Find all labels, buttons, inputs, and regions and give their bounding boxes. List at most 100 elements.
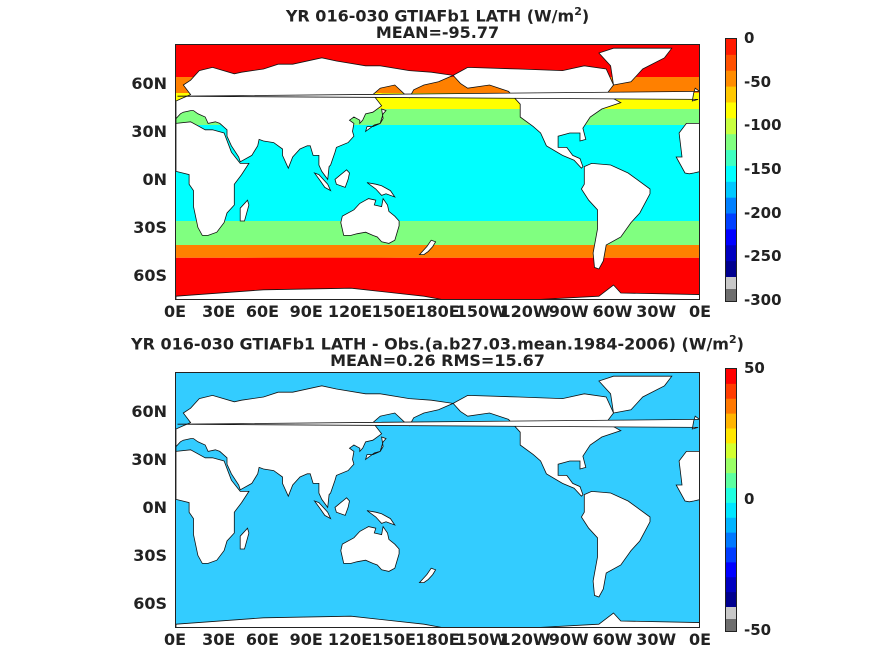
colorbar-missing-dark (726, 619, 736, 631)
south-america-landmass (580, 490, 651, 598)
x-tick-label: 30E (202, 302, 236, 321)
x-tick-label: 60E (245, 302, 280, 321)
lat-band (176, 245, 699, 258)
africa-landmass (675, 451, 699, 503)
new-guinea-landmass (366, 510, 396, 526)
panel2-map (175, 372, 700, 628)
colorbar-segment (726, 473, 736, 489)
x-tick-label: 120W (499, 630, 551, 649)
borneo-landmass (334, 497, 350, 516)
colorbar-missing-light (726, 607, 736, 619)
y-tick-label: 60N (131, 402, 167, 421)
new-guinea-landmass (366, 182, 396, 198)
x-tick-label: 0E (688, 302, 712, 321)
new-zealand-landmass (418, 567, 437, 584)
land-mask (176, 375, 699, 627)
panel1-title: YR 016-030 GTIAFb1 LATH (W/m2) (285, 5, 590, 26)
colorbar-segment (726, 245, 736, 262)
colorbar-segment (726, 70, 736, 88)
colorbar-svg (726, 369, 736, 631)
south-america-landmass (580, 162, 651, 270)
panel1-colorbar (725, 38, 737, 302)
colorbar-segment (726, 488, 736, 504)
africa-east-landmass (176, 121, 250, 236)
colorbar-segment (726, 413, 736, 429)
colorbar-tick-label: -50 (744, 72, 772, 91)
y-tick-label: 30N (131, 450, 167, 469)
britain-landmass (177, 415, 699, 430)
colorbar-segment (726, 86, 736, 103)
x-tick-label: 90E (289, 302, 323, 321)
colorbar-segment (726, 562, 736, 578)
colorbar-segment (726, 458, 736, 474)
colorbar-tick-label: 50 (744, 359, 765, 377)
x-tick-label: 0E (163, 302, 187, 321)
x-tick-label: 0E (163, 630, 187, 649)
colorbar-segment (726, 213, 736, 230)
x-tick-label: 180E (415, 630, 460, 649)
greenland-landmass (598, 47, 673, 86)
africa-landmass (675, 123, 699, 175)
map-svg (176, 373, 699, 627)
colorbar-segment (726, 39, 736, 56)
colorbar-segment (726, 443, 736, 459)
africa-east-landmass (176, 449, 250, 564)
panel2-subtitle: MEAN=0.26 RMS=15.67 (330, 351, 545, 370)
panel2-colorbar (725, 368, 737, 632)
colorbar-segment (726, 197, 736, 215)
x-tick-label: 150E (371, 302, 416, 321)
colorbar-tick-label: -100 (744, 116, 782, 135)
colorbar-tick-label: -150 (744, 160, 782, 178)
colorbar-tick-label: 0 (744, 490, 755, 508)
land-mask (176, 47, 699, 299)
panel1-map (175, 44, 700, 300)
x-tick-label: 90W (548, 630, 589, 649)
panel2-title: YR 016-030 GTIAFb1 LATH - Obs.(a.b27.03.… (131, 333, 744, 354)
x-tick-label: 120E (327, 302, 373, 321)
panel1-subtitle: MEAN=-95.77 (375, 23, 500, 42)
australia-landmass (340, 197, 400, 244)
x-tick-label: 30E (202, 630, 236, 649)
colorbar-segment (726, 54, 736, 72)
colorbar-segment (726, 532, 736, 548)
colorbar-tick-label: -200 (744, 203, 782, 222)
colorbar-svg (726, 39, 736, 301)
eurasia-landmass (176, 385, 455, 509)
y-tick-label: 60N (131, 74, 167, 93)
y-tick-label: 0N (142, 170, 167, 189)
borneo-landmass (334, 169, 350, 188)
map-svg (176, 45, 699, 299)
colorbar-tick-label: -50 (744, 621, 772, 639)
sumatra-landmass (313, 500, 332, 520)
x-tick-label: 150W (455, 302, 507, 321)
colorbar-segment (726, 229, 736, 246)
x-tick-label: 0E (688, 630, 712, 649)
colorbar-segment (726, 181, 736, 199)
sumatra-landmass (313, 172, 332, 192)
x-tick-label: 90E (289, 630, 323, 649)
britain-landmass (177, 87, 699, 102)
colorbar-missing-dark (726, 289, 736, 301)
colorbar-segment (726, 502, 736, 519)
north-america-landmass (452, 65, 622, 169)
eurasia-landmass (176, 57, 455, 181)
y-tick-label: 60S (133, 266, 167, 285)
colorbar-segment (726, 577, 736, 593)
colorbar-segment (726, 592, 736, 608)
y-tick-label: 0N (142, 498, 167, 517)
japan-landmass (364, 108, 387, 133)
y-tick-label: 60S (133, 594, 167, 613)
antarctica-landmass (176, 612, 699, 627)
x-tick-label: 120W (499, 302, 551, 321)
colorbar-segment (726, 369, 736, 385)
x-tick-label: 30W (636, 302, 677, 321)
colorbar-segment (726, 261, 736, 278)
x-tick-label: 60W (592, 302, 633, 321)
colorbar-missing-light (726, 277, 736, 289)
colorbar-segment (726, 547, 736, 563)
y-tick-label: 30S (133, 546, 167, 565)
japan-landmass (364, 436, 387, 461)
colorbar-segment (726, 398, 736, 415)
x-tick-label: 150W (455, 630, 507, 649)
x-tick-label: 90W (548, 302, 589, 321)
